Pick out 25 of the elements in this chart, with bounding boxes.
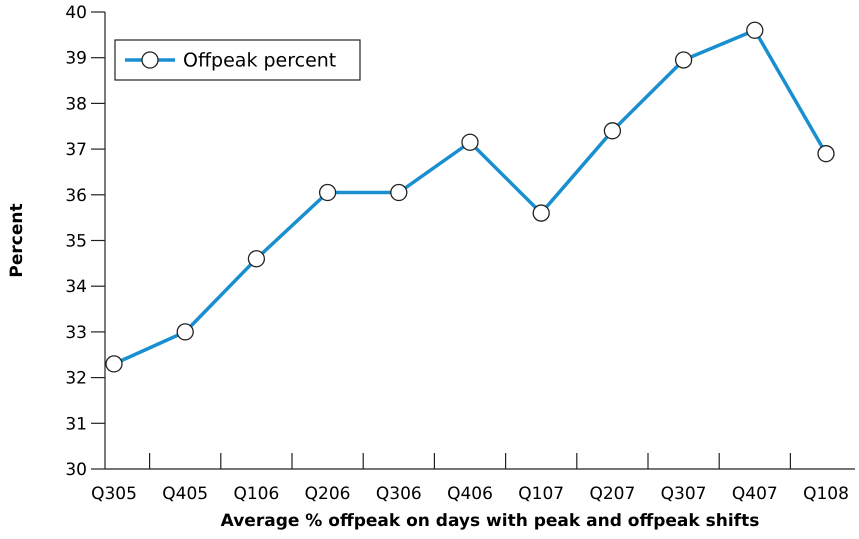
y-axis-title: Percent [7, 203, 27, 278]
y-tick-label: 31 [65, 414, 87, 434]
x-tick-label: Q306 [376, 484, 422, 504]
x-tick-label: Q407 [732, 484, 778, 504]
x-tick-label: Q307 [660, 484, 707, 504]
x-tick-label: Q107 [518, 484, 564, 504]
x-tick-label: Q305 [91, 484, 137, 504]
y-tick-label: 37 [65, 140, 87, 160]
x-tick-label: Q106 [233, 484, 280, 504]
y-tick-label: 34 [65, 277, 87, 298]
x-tick-label: Q405 [162, 484, 208, 504]
y-tick-label: 36 [65, 186, 87, 206]
x-tick-label: Q406 [447, 484, 493, 504]
x-tick-label: Q207 [589, 484, 636, 504]
y-tick-label: 33 [65, 322, 87, 343]
y-tick-label: 40 [65, 2, 87, 23]
y-tick-label: 35 [65, 231, 87, 252]
y-tick-label: 30 [65, 460, 87, 480]
legend-label: Offpeak percent [183, 50, 336, 72]
x-axis-title: Average % offpeak on days with peak and offpeak shifts [220, 511, 760, 531]
y-tick-label: 39 [65, 48, 87, 69]
x-tick-label: Q206 [304, 484, 351, 504]
x-tick-label: Q108 [803, 484, 849, 504]
y-tick-label: 38 [65, 94, 87, 114]
y-tick-label: 32 [65, 368, 87, 389]
